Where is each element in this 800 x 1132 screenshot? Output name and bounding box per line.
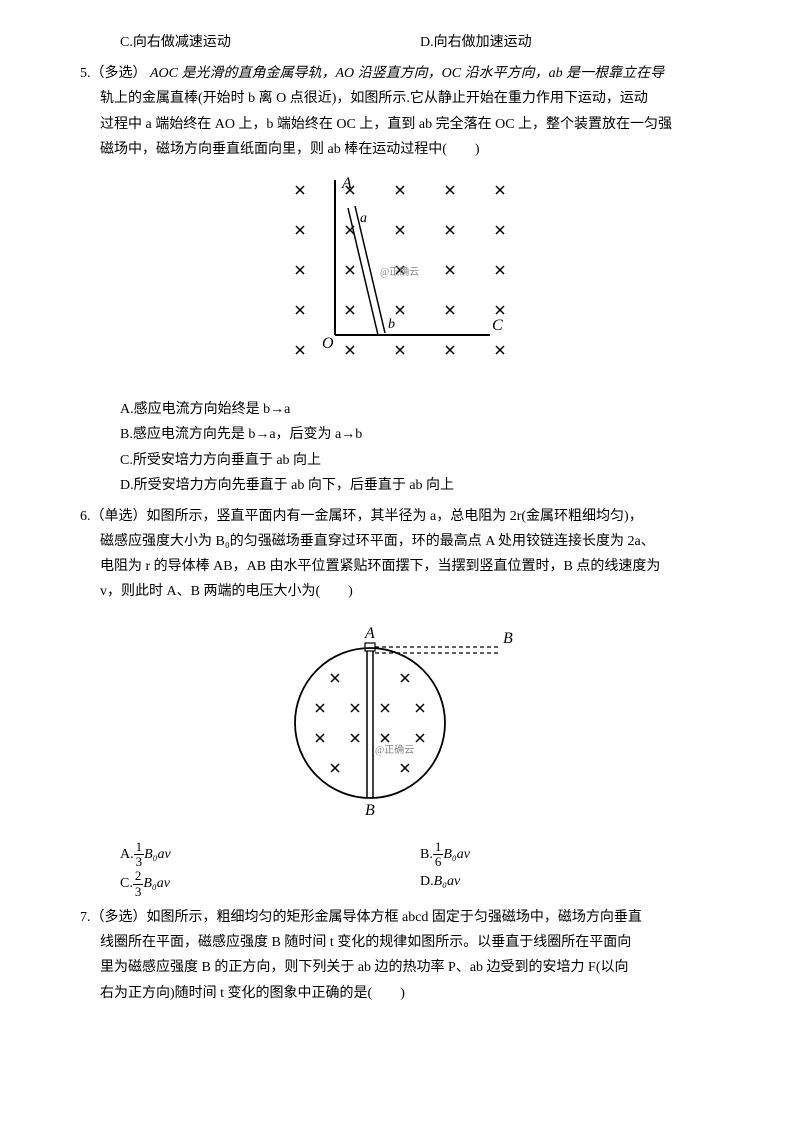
- q6-header: 6.（单选）如图所示，竖直平面内有一金属环，其半径为 a，总电阻为 2r(金属环…: [80, 504, 720, 529]
- q6-opt-a-num: 1: [134, 840, 145, 855]
- question-6: 6.（单选）如图所示，竖直平面内有一金属环，其半径为 a，总电阻为 2r(金属环…: [80, 504, 720, 899]
- q6-opt-c-label: C.: [120, 876, 133, 891]
- q6-option-d: D.B₀av: [420, 869, 720, 899]
- q5-option-d: D.所受安培力方向先垂直于 ab 向下，后垂直于 ab 向上: [80, 473, 720, 498]
- q7-body-2: 右为正方向)随时间 t 变化的图象中正确的是( ): [80, 981, 720, 1006]
- q6-options-row2: C.23B₀av D.B₀av: [80, 869, 720, 899]
- q6-opt-b-frac: 16: [433, 840, 444, 870]
- q6-opt-d-rest: B₀av: [434, 874, 461, 889]
- q5-body-0: AOC 是光滑的直角金属导轨，AO 沿竖直方向，OC 沿水平方向，ab 是一根靠…: [147, 66, 665, 81]
- q6-opt-a-rest: B₀av: [144, 847, 171, 862]
- question-5: 5.（多选） AOC 是光滑的直角金属导轨，AO 沿竖直方向，OC 沿水平方向，…: [80, 61, 720, 498]
- q6-label-B-bottom: B: [365, 802, 375, 819]
- q7-body-1: 里为磁感应强度 B 的正方向，则下列关于 ab 边的热功率 P、ab 边受到的安…: [80, 955, 720, 980]
- q6-opt-b-label: B.: [420, 847, 433, 862]
- q5-svg: A C O a b @正确云: [270, 170, 530, 380]
- q7-header: 7.（多选）如图所示，粗细均匀的矩形金属导体方框 abcd 固定于匀强磁场中，磁…: [80, 905, 720, 930]
- q5-body-2: 过程中 a 端始终在 AO 上，b 端始终在 OC 上，直到 ab 完全落在 O…: [80, 112, 720, 137]
- q5-option-a: A.感应电流方向始终是 b→a: [80, 397, 720, 422]
- q5-label-O: O: [322, 335, 334, 352]
- q5-header: 5.（多选）: [80, 66, 147, 81]
- option-d: D.向右做加速运动: [420, 30, 720, 55]
- q6-opt-c-rest: B₀av: [143, 876, 170, 891]
- q6-opt-a-frac: 13: [134, 840, 145, 870]
- q6-opt-c-den: 3: [133, 885, 144, 899]
- q6-label-B-right: B: [503, 630, 513, 647]
- q6-opt-d-label: D.: [420, 874, 434, 889]
- prev-question-options: C.向右做减速运动 D.向右做加速运动: [80, 30, 720, 55]
- q6-opt-a-label: A.: [120, 847, 134, 862]
- q5-label-A: A: [341, 175, 352, 192]
- q6-hinge: [365, 643, 375, 651]
- q5-line1: 5.（多选） AOC 是光滑的直角金属导轨，AO 沿竖直方向，OC 沿水平方向，…: [80, 61, 720, 86]
- q7-body-0: 线圈所在平面，磁感应强度 B 随时间 t 变化的规律如图所示。以垂直于线圈所在平…: [80, 930, 720, 955]
- q6-opt-b-num: 1: [433, 840, 444, 855]
- q5-watermark: @正确云: [380, 265, 419, 278]
- q6-cross-grid: [316, 674, 424, 772]
- q6-opt-c-frac: 23: [133, 869, 144, 899]
- q6-body-1: 电阻为 r 的导体棒 AB，AB 由水平位置紧贴环面摆下，当摆到竖直位置时，B …: [80, 554, 720, 579]
- q5-figure: A C O a b @正确云: [80, 170, 720, 389]
- q5-label-a: a: [360, 211, 367, 226]
- q6-options-row1: A.13B₀av B.16B₀av: [80, 840, 720, 870]
- question-7: 7.（多选）如图所示，粗细均匀的矩形金属导体方框 abcd 固定于匀强磁场中，磁…: [80, 905, 720, 1006]
- q6-opt-c-num: 2: [133, 869, 144, 884]
- q6-label-A: A: [364, 625, 375, 642]
- q6-opt-b-rest: B₀av: [443, 847, 470, 862]
- q6-figure: A B B @正确云: [80, 613, 720, 832]
- q6-body-2: v，则此时 A、B 两端的电压大小为( ): [80, 579, 720, 604]
- q5-label-b: b: [388, 317, 395, 332]
- option-c: C.向右做减速运动: [120, 30, 420, 55]
- q5-label-C: C: [492, 317, 503, 334]
- q6-option-c: C.23B₀av: [120, 869, 420, 899]
- q5-body-3: 磁场中，磁场方向垂直纸面向里，则 ab 棒在运动过程中( ): [80, 137, 720, 162]
- q5-body-1: 轨上的金属直棒(开始时 b 离 O 点很近)，如图所示.它从静止开始在重力作用下…: [80, 86, 720, 111]
- q5-option-c: C.所受安培力方向垂直于 ab 向上: [80, 448, 720, 473]
- q6-option-a: A.13B₀av: [120, 840, 420, 870]
- document-page: C.向右做减速运动 D.向右做加速运动 5.（多选） AOC 是光滑的直角金属导…: [0, 0, 800, 1036]
- q6-opt-b-den: 6: [433, 855, 444, 869]
- q5-option-b: B.感应电流方向先是 b→a，后变为 a→b: [80, 422, 720, 447]
- q6-body-0: 磁感应强度大小为 B₀的匀强磁场垂直穿过环平面，环的最高点 A 处用铰链连接长度…: [80, 529, 720, 554]
- q6-option-b: B.16B₀av: [420, 840, 720, 870]
- q6-svg: A B B @正确云: [270, 613, 530, 823]
- q6-ring: [295, 648, 445, 798]
- q6-watermark: @正确云: [375, 743, 414, 756]
- q6-opt-a-den: 3: [134, 855, 145, 869]
